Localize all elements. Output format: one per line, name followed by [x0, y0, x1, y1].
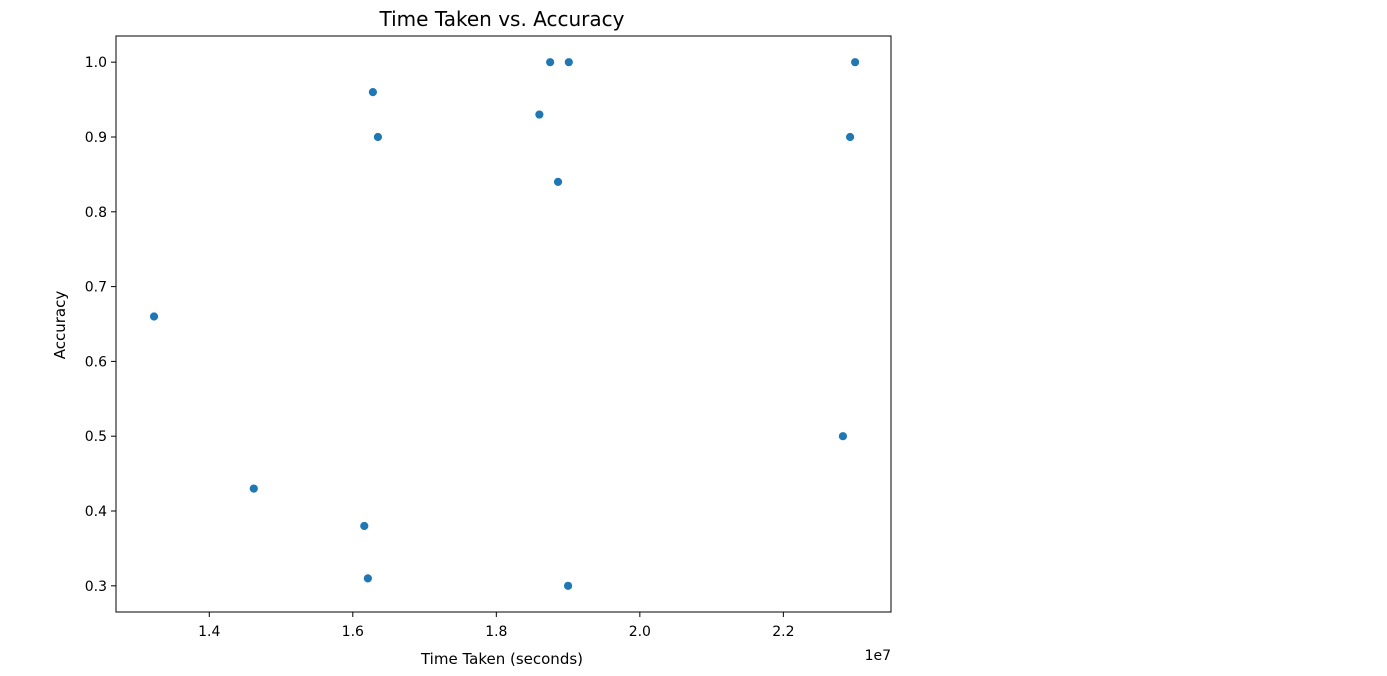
scatter-point — [838, 431, 848, 442]
scatter-point — [563, 580, 573, 591]
y-axis-label: Accuracy — [51, 291, 69, 360]
scatter-point — [373, 132, 383, 142]
x-tick-label: 1.8 — [485, 624, 507, 640]
scatter-point — [362, 573, 373, 584]
scatter-point — [534, 109, 545, 120]
scatter-point — [553, 176, 563, 187]
scatter-point — [359, 521, 370, 531]
scatter-point — [545, 57, 556, 68]
y-tick-label: 0.9 — [85, 130, 107, 146]
y-tick-label: 0.7 — [85, 280, 107, 296]
y-tick-label: 0.5 — [85, 429, 107, 445]
chart-title: Time Taken vs. Accuracy — [379, 7, 625, 31]
x-tick-label: 2.0 — [629, 624, 651, 640]
x-tick-label: 1.6 — [342, 624, 364, 640]
scatter-point — [563, 57, 574, 68]
scatter-point — [845, 132, 855, 142]
plot-area — [115, 35, 892, 613]
x-axis-label: Time Taken (seconds) — [420, 650, 583, 668]
x-tick-label: 2.2 — [772, 624, 794, 640]
scatter-point — [367, 87, 378, 98]
scatter-point — [149, 311, 159, 322]
scatter-point — [248, 483, 259, 494]
y-tick-label: 0.8 — [85, 205, 107, 221]
y-tick-label: 0.3 — [85, 579, 107, 595]
x-tick-label: 1.4 — [198, 624, 220, 640]
plot-frame — [115, 35, 892, 613]
scatter-point — [850, 57, 861, 68]
x-axis: 1.4 1.6 1.8 2.0 2.2 — [198, 612, 794, 640]
y-tick-label: 0.6 — [85, 354, 107, 370]
x-axis-offset-label: 1e7 — [865, 648, 891, 664]
y-tick-label: 1.0 — [85, 55, 107, 71]
data-points — [149, 57, 861, 591]
y-tick-label: 0.4 — [85, 504, 107, 520]
y-axis: 0.3 0.4 0.5 0.6 0.7 0.8 0.9 1.0 — [85, 55, 116, 595]
